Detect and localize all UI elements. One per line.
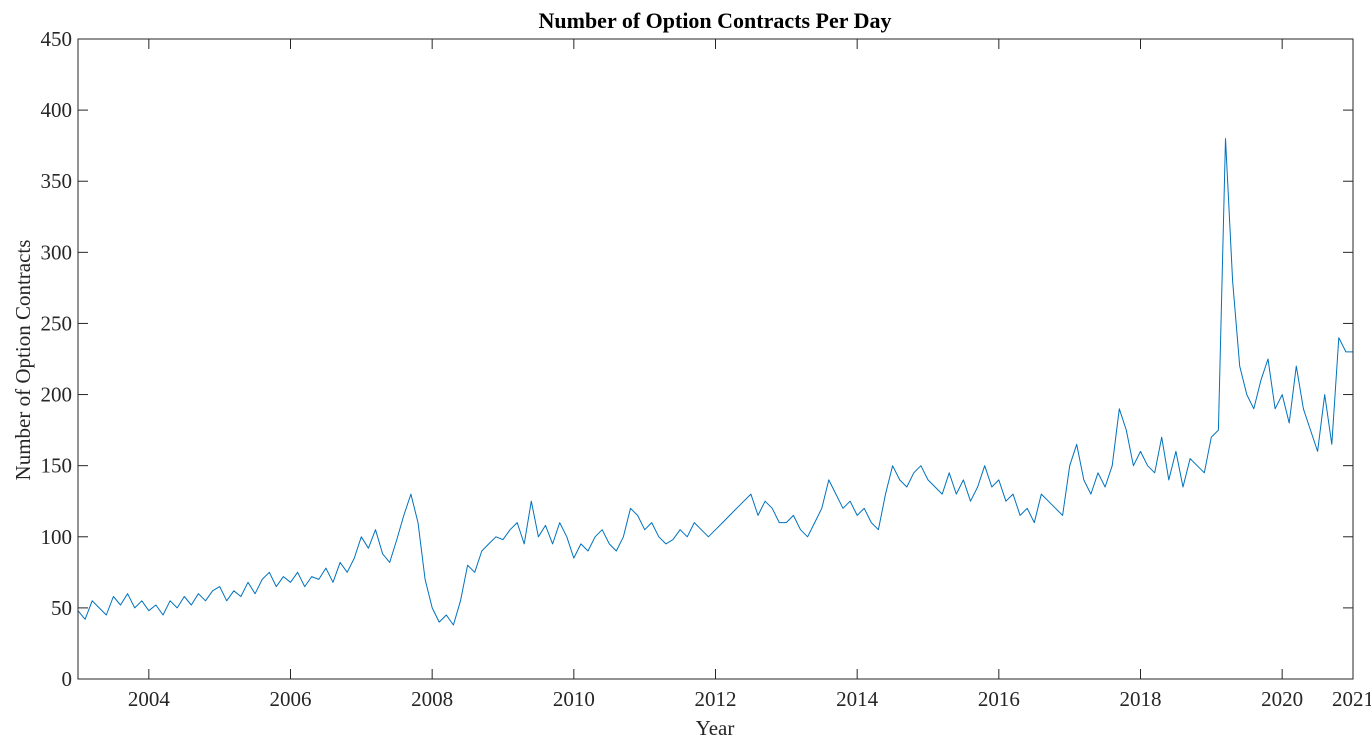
- x-tick-label: 2008: [411, 687, 453, 711]
- y-tick-label: 50: [51, 596, 72, 620]
- x-axis-label: Year: [696, 716, 735, 740]
- y-tick-label: 350: [41, 169, 73, 193]
- x-tick-label: 2020: [1261, 687, 1303, 711]
- x-tick-label: 2016: [978, 687, 1020, 711]
- x-tick-label: 2018: [1120, 687, 1162, 711]
- data-line: [77, 138, 1353, 626]
- y-tick-label: 400: [41, 98, 73, 122]
- x-tick-label: 2006: [270, 687, 312, 711]
- y-tick-label: 200: [41, 383, 73, 407]
- axes-box: [77, 38, 1354, 680]
- x-tick-label: 2014: [836, 687, 879, 711]
- x-tick-label: 2004: [128, 687, 171, 711]
- chart-title: Number of Option Contracts Per Day: [539, 8, 892, 33]
- y-tick-label: 150: [41, 454, 73, 478]
- y-tick-label: 100: [41, 525, 73, 549]
- y-axis-label: Number of Option Contracts: [11, 240, 35, 481]
- y-tick-label: 250: [41, 311, 73, 335]
- x-tick-label: 2010: [553, 687, 595, 711]
- y-tick-label: 450: [41, 27, 73, 51]
- y-tick-label: 300: [41, 240, 73, 264]
- x-tick-label: 2021: [1332, 687, 1371, 711]
- y-tick-label: 0: [62, 667, 73, 691]
- x-tick-label: 2012: [695, 687, 737, 711]
